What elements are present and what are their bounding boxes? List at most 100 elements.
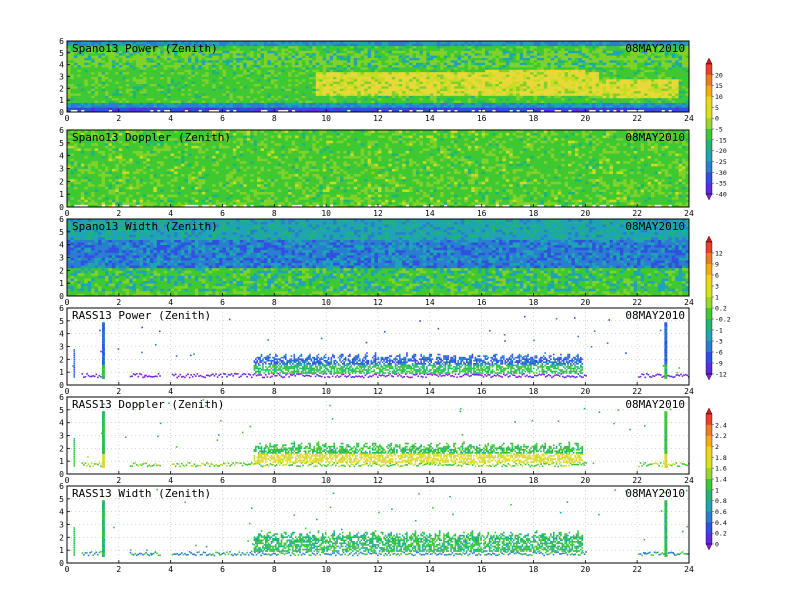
heatmap-cell <box>288 95 293 99</box>
heatmap-cell <box>561 83 565 87</box>
heatmap-cell <box>592 64 597 68</box>
heatmap-cell <box>115 109 120 113</box>
heatmap-cell <box>219 62 223 66</box>
heatmap-cell <box>571 48 576 51</box>
heatmap-cell <box>568 64 572 68</box>
heatmap-cell <box>433 52 438 56</box>
heatmap-cell <box>250 50 254 54</box>
heatmap-cell <box>568 97 572 101</box>
heatmap-cell <box>253 109 258 113</box>
heatmap-cell <box>536 93 541 96</box>
heatmap-cell <box>270 67 275 70</box>
heatmap-cell <box>301 45 306 49</box>
heatmap-cell <box>599 95 604 99</box>
heatmap-cell <box>574 85 579 89</box>
heatmap-cell <box>488 55 493 58</box>
heatmap-cell <box>263 67 268 70</box>
heatmap-cell <box>364 52 369 56</box>
heatmap-cell <box>143 74 147 77</box>
heatmap-cell <box>360 109 365 113</box>
heatmap-cell <box>174 102 178 106</box>
heatmap-cell <box>633 74 638 77</box>
heatmap-cell <box>153 43 158 47</box>
heatmap-cell <box>343 52 348 56</box>
heatmap-cell <box>637 95 642 99</box>
heatmap-cell <box>440 83 445 87</box>
heatmap-cell <box>367 93 372 96</box>
heatmap-cell <box>170 62 175 66</box>
heatmap-cell <box>436 76 441 80</box>
heatmap-cell <box>143 41 147 44</box>
heatmap-cell <box>201 52 206 56</box>
heatmap-cell <box>398 48 403 51</box>
heatmap-cell <box>298 71 303 75</box>
heatmap-cell <box>395 109 400 113</box>
heatmap-cell <box>578 64 583 68</box>
heatmap-cell <box>243 62 248 66</box>
heatmap-cell <box>412 88 417 92</box>
heatmap-cell <box>619 69 624 73</box>
heatmap-cell <box>132 107 137 111</box>
heatmap-cell <box>626 97 631 101</box>
heatmap-cell <box>257 55 261 58</box>
heatmap-cell <box>592 52 597 56</box>
heatmap-cell <box>212 81 216 84</box>
heatmap-cell <box>550 43 555 47</box>
heatmap-cell <box>467 85 472 89</box>
heatmap-cell <box>550 71 555 75</box>
heatmap-cell <box>588 71 593 75</box>
heatmap-cell <box>485 41 489 44</box>
heatmap-cell <box>460 48 465 51</box>
heatmap-cell <box>308 97 313 101</box>
heatmap-cell <box>626 71 631 75</box>
heatmap-cell <box>149 88 154 92</box>
heatmap-cell <box>578 102 583 106</box>
heatmap-cell <box>263 57 268 61</box>
heatmap-cell <box>191 81 196 84</box>
heatmap-cell <box>291 45 296 49</box>
heatmap-cell <box>329 59 334 63</box>
heatmap-cell <box>633 88 638 92</box>
heatmap-cell <box>160 81 165 84</box>
heatmap-cell <box>146 59 151 63</box>
heatmap-cell <box>243 81 248 84</box>
heatmap-cell <box>160 88 165 92</box>
heatmap-cell <box>554 104 559 108</box>
heatmap-cell <box>543 41 548 44</box>
heatmap-cell <box>509 52 514 56</box>
heatmap-cell <box>640 85 645 89</box>
heatmap-cell <box>201 76 206 80</box>
heatmap-cell <box>364 67 369 70</box>
heatmap-cell <box>554 95 559 99</box>
heatmap-cell <box>122 85 127 89</box>
heatmap-cell <box>336 62 341 66</box>
heatmap-cell <box>177 52 182 56</box>
heatmap-cell <box>246 45 251 49</box>
heatmap-cell <box>398 55 403 58</box>
heatmap-cell <box>246 43 251 47</box>
heatmap-cell <box>270 97 275 101</box>
heatmap-cell <box>564 78 569 82</box>
heatmap-cell <box>364 85 369 89</box>
heatmap-cell <box>194 102 199 106</box>
heatmap-cell <box>208 55 213 58</box>
heatmap-cell <box>208 104 213 108</box>
heatmap-cell <box>612 43 617 47</box>
heatmap-cell <box>77 81 82 84</box>
heatmap-cell <box>429 50 434 54</box>
heatmap-cell <box>312 45 317 49</box>
heatmap-cell <box>232 97 237 101</box>
heatmap-cell <box>485 50 489 54</box>
heatmap-cell <box>153 71 158 75</box>
heatmap-cell <box>312 107 317 111</box>
heatmap-cell <box>170 55 175 58</box>
heatmap-cell <box>253 97 258 101</box>
heatmap-cell <box>67 83 71 87</box>
heatmap-cell <box>640 76 645 80</box>
heatmap-cell <box>581 43 586 47</box>
heatmap-cell <box>174 52 178 56</box>
heatmap-cell <box>312 62 317 66</box>
heatmap-cell <box>270 83 275 87</box>
heatmap-cell <box>149 50 154 54</box>
heatmap-cell <box>94 67 99 70</box>
